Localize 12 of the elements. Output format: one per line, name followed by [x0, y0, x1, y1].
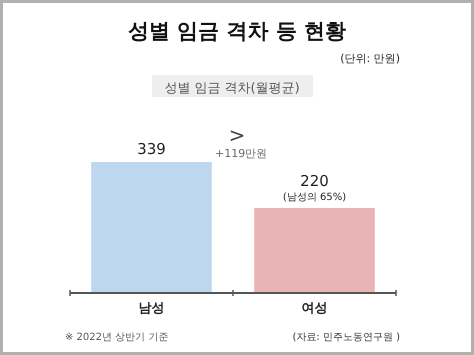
x-tick-label: 남성 [138, 301, 164, 316]
data-label: 220 [300, 172, 329, 190]
chart-subtitle: 성별 임금 격차(월평균) [164, 81, 300, 96]
text: (자료: 민주노동연구원 ) [292, 332, 400, 343]
text: > [228, 123, 246, 147]
text: +119만원 [215, 147, 268, 160]
annotation: (남성의 65%) [282, 192, 346, 203]
data-label: 339 [137, 140, 166, 158]
text: (단위: 만원) [340, 52, 400, 65]
text: ※ 2022년 상반기 기준 [65, 332, 168, 343]
chart-title: 성별 임금 격차 등 현황 [128, 19, 346, 43]
x-tick-label: 여성 [302, 301, 328, 316]
